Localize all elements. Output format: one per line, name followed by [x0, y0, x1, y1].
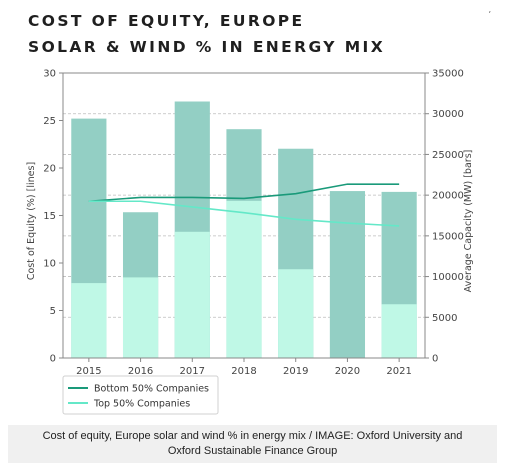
legend-label-top: Top 50% Companies [93, 399, 190, 410]
right-tick-label: 15000 [432, 231, 464, 242]
bar-top-50 [226, 200, 262, 358]
legend-label-bottom: Bottom 50% Companies [94, 384, 209, 395]
chart-svg: 0 5 10 15 20 25 30 0 5000 10000 15000 20000 25000 30… [26, 69, 474, 415]
bar-top-50 [122, 277, 159, 358]
bar-top-50 [174, 231, 210, 358]
right-tick-label: 25000 [432, 150, 464, 161]
left-tick-label: 0 [50, 354, 56, 365]
y-axis-label-left: Cost of Equity (%) [lines] [26, 162, 37, 280]
left-tick-label: 20 [43, 164, 56, 175]
x-tick-label: 2018 [231, 366, 256, 377]
x-tick-label: 2020 [335, 366, 360, 377]
left-tick-label: 25 [43, 116, 56, 127]
x-tick-label: 2017 [180, 366, 205, 377]
bar-bottom-50 [329, 191, 366, 358]
chart-title-line-2: SOLAR & WIND % IN ENERGY MIX [28, 38, 386, 56]
right-axis-ticks: 0 5000 10000 15000 20000 25000 30000 35000 [425, 69, 464, 365]
caption-line-1: Cost of equity, Europe solar and wind % … [42, 430, 463, 442]
bar-top-50 [278, 269, 314, 358]
bars [71, 101, 417, 358]
right-tick-label: 35000 [432, 69, 464, 80]
legend: Bottom 50% Companies Top 50% Companies [62, 375, 219, 415]
right-tick-label: 30000 [432, 109, 464, 120]
corner-tick-icon: ʼ [488, 10, 491, 19]
right-tick-label: 0 [432, 354, 438, 365]
lines [88, 183, 400, 227]
left-tick-label: 30 [43, 69, 56, 80]
chart-figure: COST OF EQUITY, EUROPE SOLAR & WIND % IN… [8, 6, 497, 424]
right-tick-label: 20000 [432, 191, 464, 202]
x-tick-label: 2015 [76, 366, 101, 377]
y-axis-label-right: Average Capacity (MW) [bars] [463, 150, 474, 293]
line-top-50 [88, 200, 400, 227]
line-bottom-50 [88, 183, 400, 203]
x-axis-ticks: 2015 2016 2017 2018 2019 2020 2021 [76, 358, 412, 377]
bar-top-50 [71, 283, 107, 358]
caption-line-2: Oxford Sustainable Finance Group [167, 445, 338, 457]
image-caption: Cost of equity, Europe solar and wind % … [8, 425, 497, 463]
x-tick-label: 2016 [128, 366, 153, 377]
right-tick-label: 5000 [432, 313, 457, 324]
left-tick-label: 5 [50, 306, 56, 317]
left-tick-label: 15 [43, 211, 56, 222]
x-tick-label: 2021 [386, 366, 411, 377]
legend-box [62, 375, 219, 415]
left-axis-ticks: 0 5 10 15 20 25 30 [43, 69, 63, 365]
bar-top-50 [381, 304, 417, 358]
x-tick-label: 2019 [283, 366, 308, 377]
left-tick-label: 10 [43, 259, 56, 270]
chart-title-line-1: COST OF EQUITY, EUROPE [28, 12, 305, 30]
right-tick-label: 10000 [432, 272, 464, 283]
